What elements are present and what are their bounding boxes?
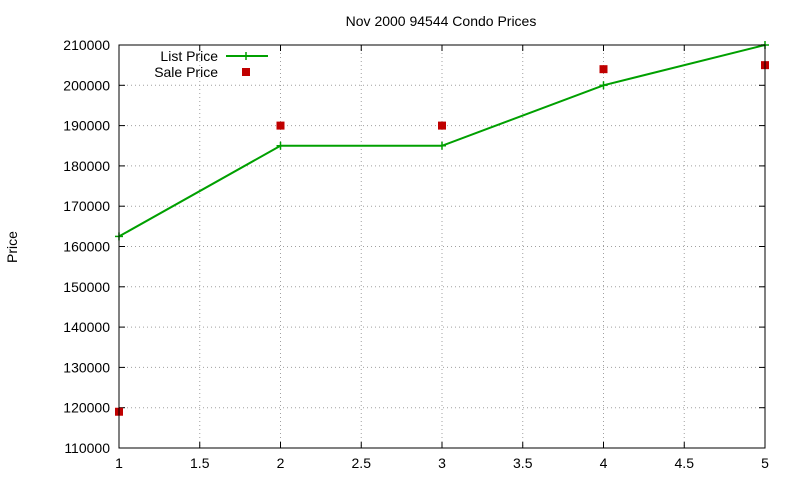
- y-tick-label: 120000: [63, 400, 110, 416]
- data-point: [438, 141, 446, 150]
- y-tick-label: 170000: [63, 198, 110, 214]
- y-tick-label: 190000: [63, 118, 110, 134]
- legend-swatch-marker: [242, 68, 250, 76]
- x-tick-label: 1.5: [190, 455, 210, 471]
- x-tick-label: 5: [761, 455, 769, 471]
- y-tick-label: 180000: [63, 158, 110, 174]
- data-point: [599, 65, 608, 74]
- y-tick-label: 140000: [63, 319, 110, 335]
- axis-ticks: 1 1.5 2 2.5 3 3.5 4 4.5 5 110000 120000 130000 14000…: [63, 37, 769, 471]
- x-tick-label: 4: [600, 455, 608, 471]
- data-point: [276, 121, 285, 130]
- x-tick-label: 2: [277, 455, 285, 471]
- y-tick-label: 130000: [63, 359, 110, 375]
- y-tick-label: 150000: [63, 279, 110, 295]
- x-tick-label: 3: [438, 455, 446, 471]
- x-tick-label: 2.5: [352, 455, 372, 471]
- legend-label: List Price: [160, 48, 218, 64]
- series-1: [115, 61, 769, 416]
- y-axis-label: Price: [4, 231, 20, 263]
- plot-frame: [118, 44, 766, 449]
- x-tick-label: 4.5: [675, 455, 695, 471]
- grid-lines: [119, 45, 765, 448]
- legend-swatch-marker: [242, 52, 250, 60]
- y-tick-label: 200000: [63, 77, 110, 93]
- data-point: [599, 81, 608, 90]
- y-tick-label: 160000: [63, 239, 110, 255]
- x-tick-label: 1: [115, 455, 123, 471]
- y-tick-label: 110000: [64, 440, 110, 456]
- legend-label: Sale Price: [154, 64, 218, 80]
- y-tick-label: 210000: [63, 37, 110, 53]
- x-tick-label: 3.5: [513, 455, 533, 471]
- chart-title: Nov 2000 94544 Condo Prices: [346, 13, 537, 29]
- data-point: [276, 141, 285, 150]
- data-point: [438, 121, 446, 130]
